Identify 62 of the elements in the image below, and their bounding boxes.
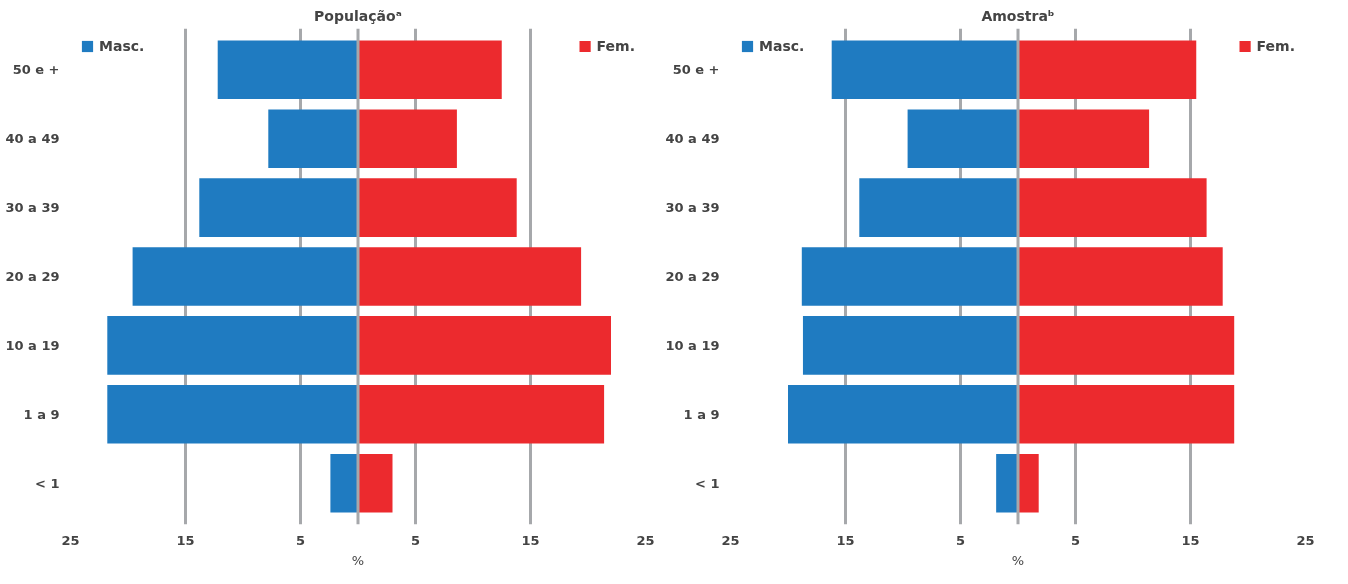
chart-title: Populaçãoᵃ (314, 7, 402, 24)
x-axis-title: % (351, 552, 365, 568)
bar (788, 385, 1018, 444)
bar (859, 178, 1018, 237)
bar (358, 247, 582, 306)
legend-label: Masc. (99, 38, 145, 54)
y-tick-label: 1 a 9 (683, 406, 720, 422)
x-tick-label: 15 (1181, 532, 1200, 548)
y-tick-label: 30 a 39 (665, 200, 720, 216)
x-tick-label: 5 (1070, 532, 1081, 548)
bar (1018, 385, 1235, 444)
bar (107, 316, 358, 375)
x-tick-label: 25 (61, 532, 80, 548)
bar (132, 247, 358, 306)
bar (831, 40, 1018, 100)
bar (268, 109, 358, 168)
x-tick-label: 5 (955, 532, 966, 548)
bar (1018, 109, 1150, 168)
bar (996, 453, 1018, 513)
y-tick-label: < 1 (695, 475, 720, 491)
bar (358, 109, 457, 168)
y-tick-label: 10 a 19 (665, 337, 720, 353)
y-tick-label: 50 e + (12, 62, 60, 78)
bar (1018, 247, 1223, 306)
series-label: Masc. (759, 38, 805, 54)
y-tick-label: 40 a 49 (5, 131, 60, 147)
bar (358, 385, 605, 444)
x-tick-label: 5 (410, 532, 421, 548)
bar (199, 178, 358, 237)
x-tick-label: 25 (1296, 532, 1315, 548)
bar (907, 109, 1018, 168)
y-tick-label: 30 a 39 (5, 200, 60, 216)
bar (801, 247, 1018, 306)
x-axis-title: % (1011, 552, 1025, 568)
bar (358, 453, 393, 513)
bar (107, 385, 358, 444)
bar (1018, 453, 1039, 513)
bar (358, 178, 517, 237)
legend-label: Fem. (596, 38, 635, 54)
bar (1018, 178, 1207, 237)
x-tick-label: 25 (721, 532, 740, 548)
y-tick-label: 50 e + (672, 62, 720, 78)
y-tick-label: 10 a 19 (5, 337, 60, 353)
y-tick-label: 20 a 29 (5, 269, 60, 284)
bar (358, 316, 611, 375)
bar (1018, 40, 1197, 100)
bar (330, 453, 358, 513)
y-tick-label: 1 a 9 (23, 406, 60, 422)
x-tick-label: 15 (521, 532, 540, 548)
x-tick-label: 15 (176, 532, 195, 548)
bar (217, 40, 358, 100)
y-tick-label: < 1 (35, 475, 60, 491)
bar (358, 40, 502, 100)
x-tick-label: 25 (636, 532, 655, 548)
y-tick-label: 20 a 29 (665, 269, 720, 284)
x-tick-label: 15 (836, 532, 855, 548)
bar (1018, 316, 1235, 375)
y-tick-label: 40 a 49 (665, 131, 720, 147)
legend-label: Fem. (1256, 38, 1295, 54)
chart-title: Amostraᵇ (981, 7, 1055, 24)
x-tick-label: 5 (295, 532, 306, 548)
bar (802, 316, 1018, 375)
